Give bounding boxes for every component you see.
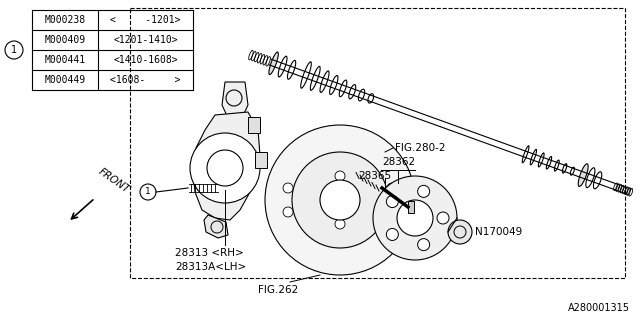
Circle shape [397, 200, 433, 236]
Circle shape [265, 125, 415, 275]
Circle shape [373, 176, 457, 260]
Text: M000238: M000238 [44, 15, 86, 25]
Circle shape [387, 228, 398, 240]
Text: 1: 1 [11, 45, 17, 55]
Text: 28362: 28362 [382, 157, 415, 167]
Circle shape [448, 220, 472, 244]
Circle shape [437, 212, 449, 224]
Polygon shape [193, 112, 260, 220]
Text: FRONT: FRONT [97, 166, 132, 195]
Text: <1410-1608>: <1410-1608> [113, 55, 178, 65]
Polygon shape [255, 152, 267, 168]
Text: M000449: M000449 [44, 75, 86, 85]
Ellipse shape [269, 52, 278, 75]
Polygon shape [204, 215, 228, 238]
Text: M000441: M000441 [44, 55, 86, 65]
Text: <1201-1410>: <1201-1410> [113, 35, 178, 45]
Circle shape [387, 183, 397, 193]
Circle shape [190, 133, 260, 203]
Circle shape [387, 207, 397, 217]
Circle shape [292, 152, 388, 248]
Circle shape [418, 185, 429, 197]
Circle shape [283, 183, 293, 193]
Circle shape [320, 180, 360, 220]
Circle shape [283, 207, 293, 217]
Text: FIG.262: FIG.262 [258, 285, 298, 295]
Circle shape [418, 239, 429, 251]
Text: 28313A<LH>: 28313A<LH> [175, 262, 246, 272]
Text: N170049: N170049 [475, 227, 522, 237]
Text: <     -1201>: < -1201> [110, 15, 180, 25]
Text: 28365: 28365 [358, 171, 391, 181]
Text: 28313 <RH>: 28313 <RH> [175, 248, 244, 258]
Circle shape [387, 196, 398, 208]
Circle shape [335, 171, 345, 181]
Polygon shape [248, 117, 260, 133]
Text: 1: 1 [145, 188, 151, 196]
Text: <1608-     >: <1608- > [110, 75, 180, 85]
Text: FIG.280-2: FIG.280-2 [395, 143, 445, 153]
Ellipse shape [579, 164, 588, 187]
Text: M000409: M000409 [44, 35, 86, 45]
Polygon shape [222, 82, 248, 118]
Text: A280001315: A280001315 [568, 303, 630, 313]
Polygon shape [408, 201, 414, 213]
Circle shape [335, 219, 345, 229]
